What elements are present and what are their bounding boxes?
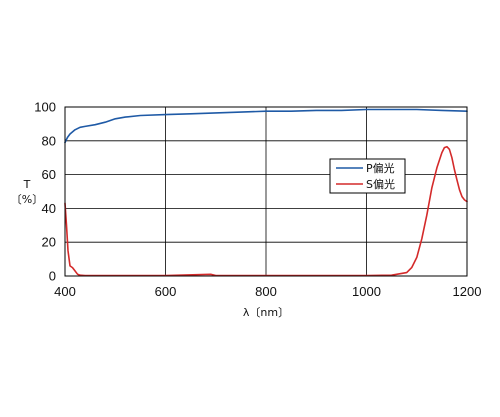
grid (65, 107, 467, 276)
y-tick-label: 100 (34, 100, 56, 115)
legend-box (329, 158, 406, 194)
x-tick-label: 400 (54, 284, 76, 299)
y-axis-title-line2: 〔%〕 (11, 193, 43, 206)
p-polarized-line (64, 108, 468, 144)
x-tick-label: 1000 (352, 284, 381, 299)
y-tick-label: 0 (49, 269, 56, 284)
x-tick-label: 800 (255, 284, 277, 299)
tick-labels: 0 20 40 60 80 100 400 600 800 1000 1200 (34, 100, 481, 300)
y-tick-label: 80 (42, 133, 56, 148)
y-tick-label: 20 (42, 235, 56, 250)
y-axis-title-line1: T (23, 178, 31, 191)
x-tick-label: 600 (155, 284, 177, 299)
legend-label-s: S偏光 (366, 177, 395, 191)
x-tick-label: 1200 (453, 284, 482, 299)
x-axis-title: λ〔nm〕 (243, 306, 289, 319)
legend: P偏光 S偏光 (329, 158, 406, 194)
s-polarized-line (64, 145, 468, 277)
plot-frame (64, 106, 468, 277)
y-tick-label: 40 (42, 201, 56, 216)
y-tick-label: 60 (42, 167, 56, 182)
series-lines (64, 108, 468, 277)
legend-label-p: P偏光 (366, 161, 395, 175)
